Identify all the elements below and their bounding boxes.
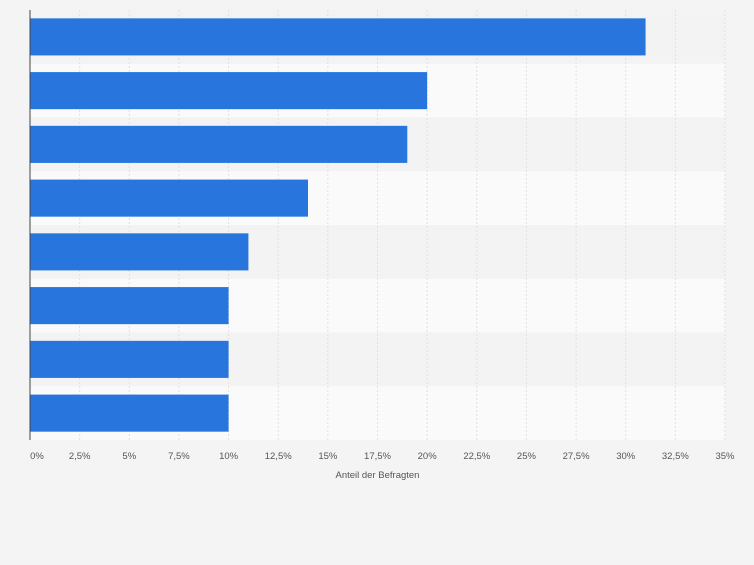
x-tick-label: 10% — [219, 451, 239, 462]
bar[interactable] — [30, 125, 408, 163]
x-tick-label: 7,5% — [168, 451, 190, 462]
x-tick-label: 15% — [318, 451, 338, 462]
x-tick-labels: 0% 2,5% 5% 7,5% 10% 12,5% 15% 17,5% 20% 22,5% 25% 2… — [30, 451, 735, 462]
bar[interactable] — [30, 179, 308, 217]
x-tick-label: 12,5% — [265, 451, 292, 462]
x-tick-label: 2,5% — [69, 451, 91, 462]
x-tick-label: 5% — [122, 451, 136, 462]
bars — [30, 18, 646, 432]
x-tick-label: 32,5% — [662, 451, 689, 462]
x-tick-label: 27,5% — [563, 451, 590, 462]
bar[interactable] — [30, 72, 428, 110]
x-axis-title: Anteil der Befragten — [336, 470, 420, 481]
x-tick-label: 25% — [517, 451, 537, 462]
x-tick-label: 35% — [715, 451, 735, 462]
bar[interactable] — [30, 18, 646, 56]
x-tick-label: 22,5% — [463, 451, 490, 462]
x-tick-label: 0% — [30, 451, 44, 462]
bar[interactable] — [30, 287, 229, 325]
x-tick-label: 30% — [616, 451, 636, 462]
bar[interactable] — [30, 340, 229, 378]
bar[interactable] — [30, 233, 249, 271]
x-tick-label: 17,5% — [364, 451, 391, 462]
bar[interactable] — [30, 394, 229, 432]
x-tick-label: 20% — [418, 451, 438, 462]
